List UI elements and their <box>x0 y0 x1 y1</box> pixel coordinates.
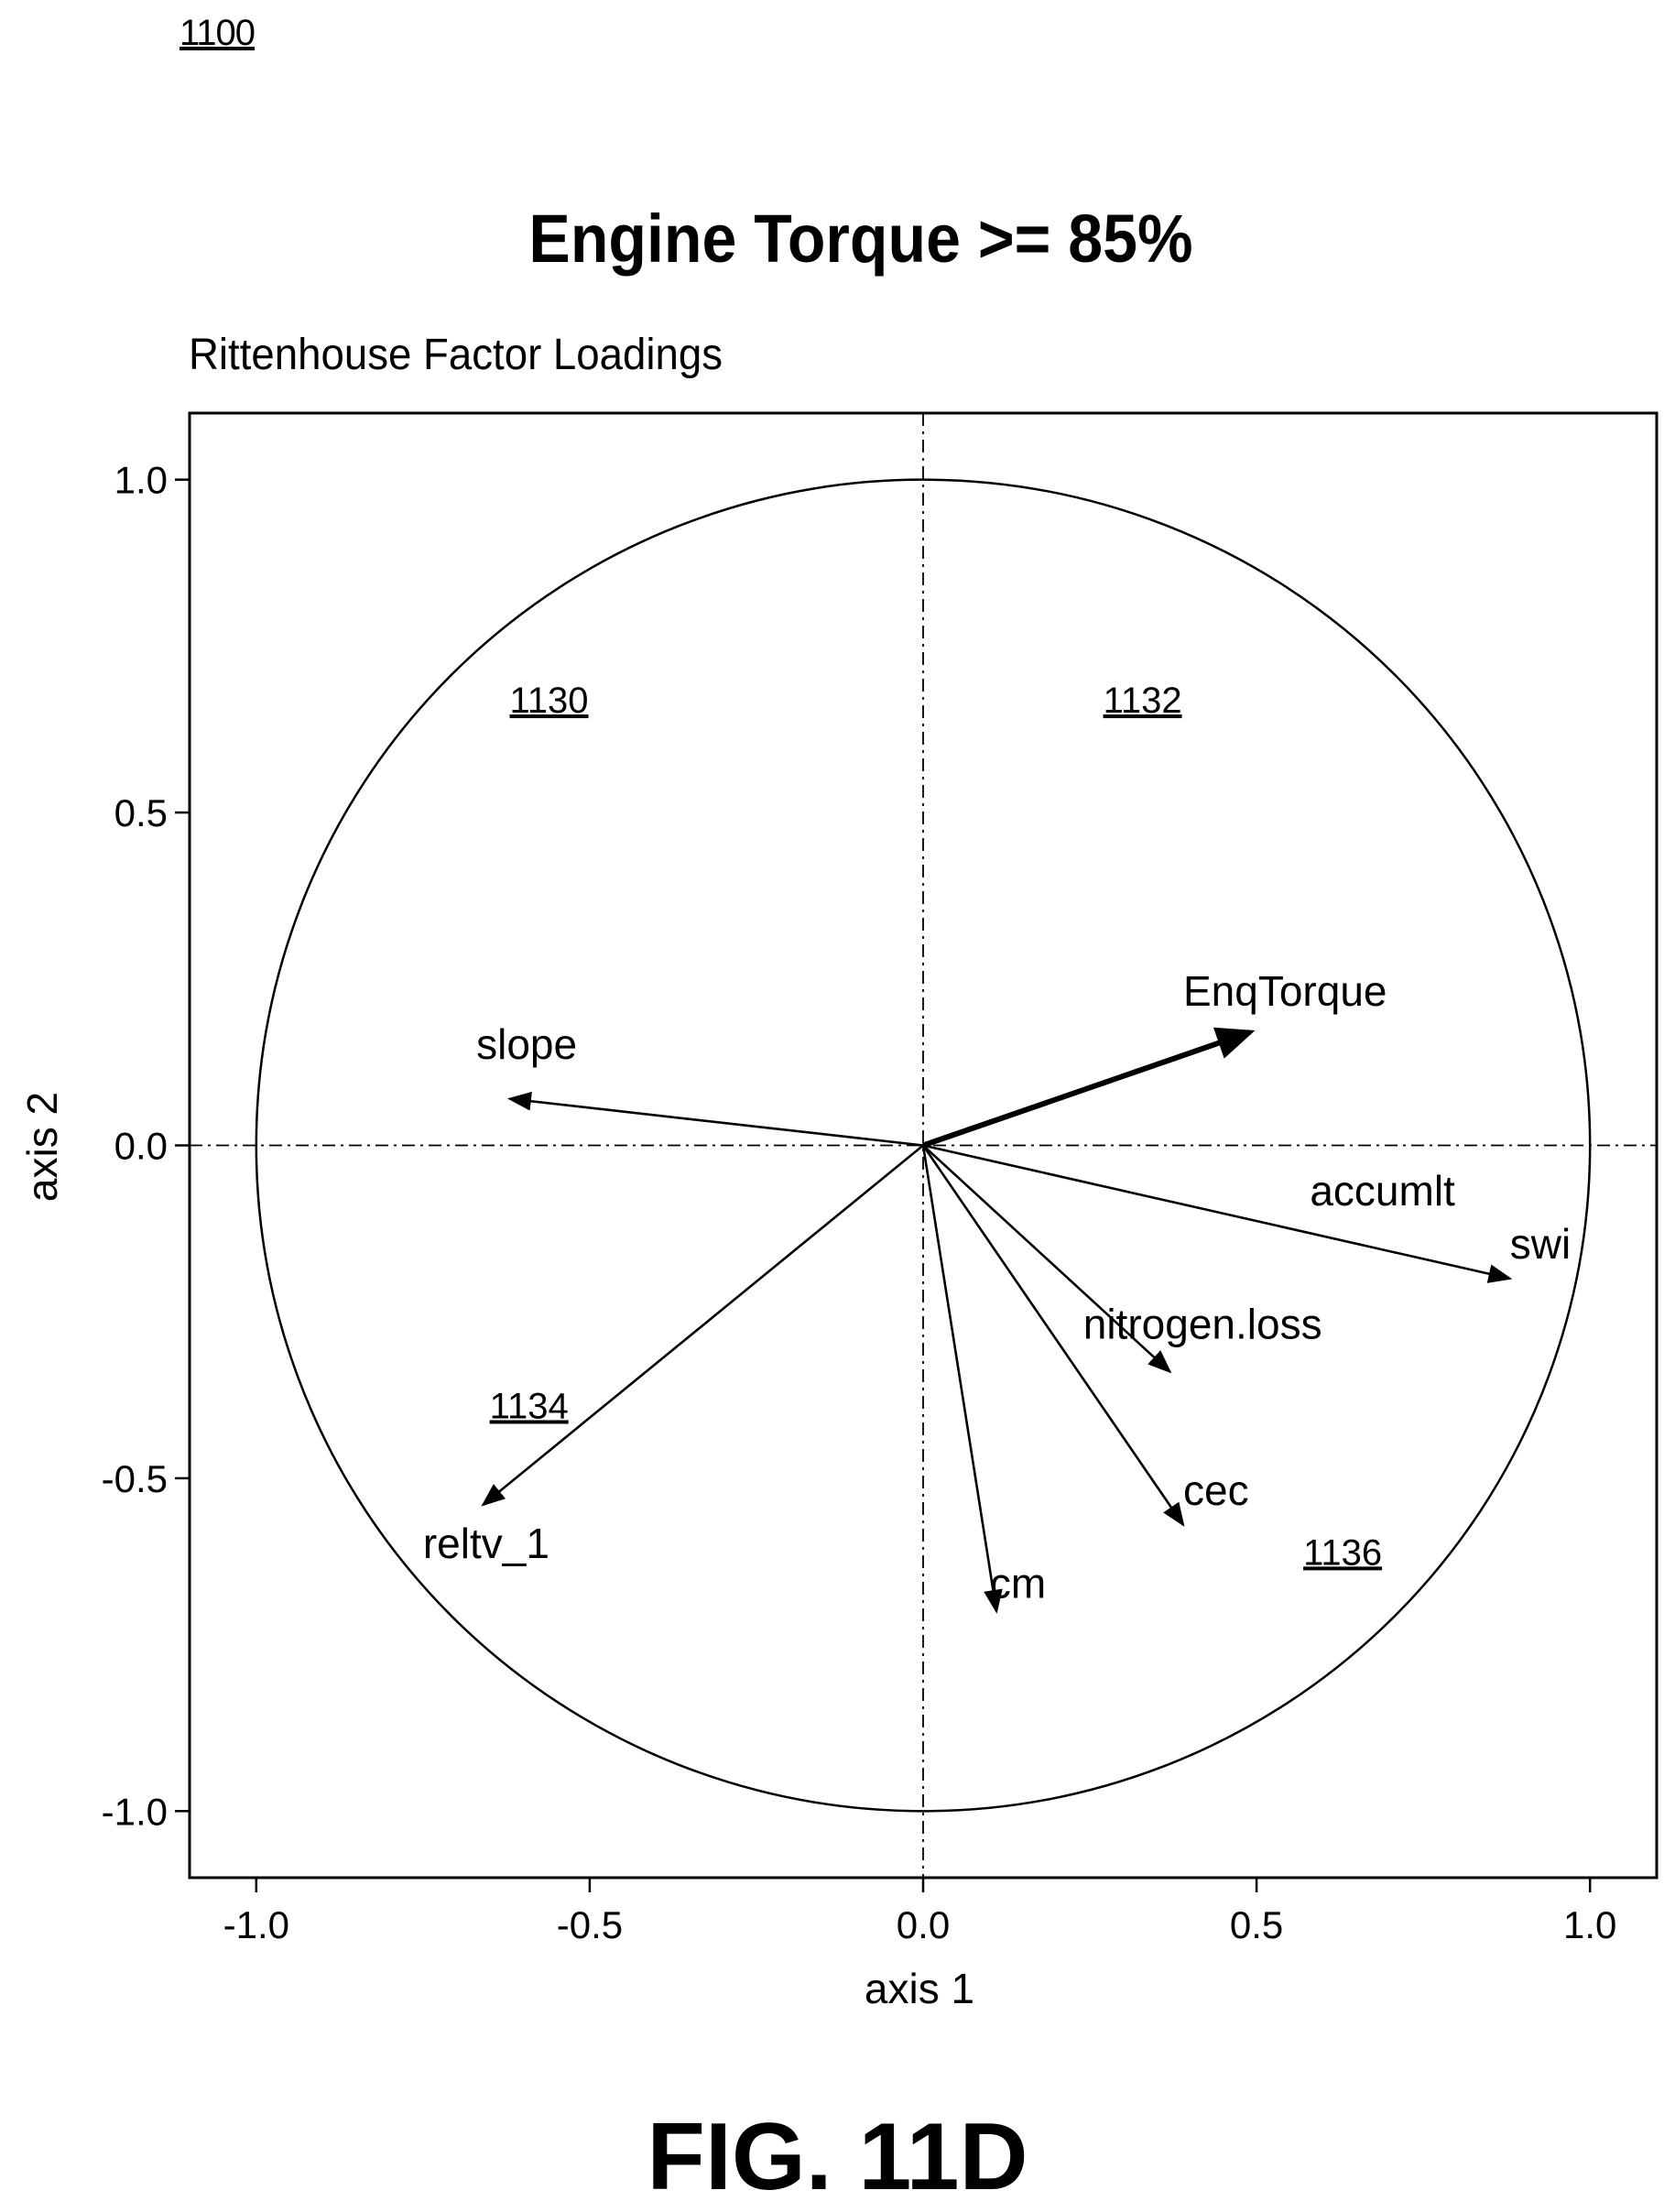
loadings-biplot: -1.0 -0.5 0.0 0.5 1.0 1.0 0.5 0.0 -0.5 -1.0 slop… <box>18 411 1659 2012</box>
x-tick-label: 0.5 <box>1230 1903 1283 1946</box>
x-tick-label: -1.0 <box>223 1903 289 1946</box>
x-tick-label: 1.0 <box>1563 1903 1616 1946</box>
vector-label: reltv_1 <box>423 1520 549 1567</box>
loading-vector-cm <box>921 1145 1003 1614</box>
x-axis-label: axis 1 <box>865 1965 974 2012</box>
loading-vector-reltv-1 <box>481 1144 924 1507</box>
chart-title: Engine Torque >= 85% <box>528 201 1193 277</box>
reference-numeral: 1136 <box>1303 1532 1382 1573</box>
y-tick-label: 1.0 <box>114 459 168 502</box>
x-tick-label: 0.0 <box>897 1903 950 1946</box>
vector-label: EnqTorque <box>1183 967 1387 1015</box>
vector-label: cm <box>990 1560 1046 1607</box>
chart-subtitle: Rittenhouse Factor Loadings <box>189 331 723 379</box>
vector-label: cec <box>1183 1466 1249 1514</box>
unit-circle <box>255 478 1592 1813</box>
y-tick-label: 0.0 <box>114 1125 168 1168</box>
loading-vector-enqtorque <box>922 1027 1256 1149</box>
x-tick-label: -0.5 <box>557 1903 623 1946</box>
loading-vector-cec <box>921 1144 1185 1527</box>
figure-reference-numeral: 1100 <box>179 13 256 53</box>
y-tick-label: -0.5 <box>102 1457 168 1500</box>
reference-numeral: 1134 <box>490 1386 569 1426</box>
loading-vector-slope <box>506 1091 924 1147</box>
vector-label: nitrogen.loss <box>1083 1300 1322 1347</box>
figure-label: FIG. 11D <box>647 2104 1028 2210</box>
loading-vector-accumlt <box>922 1144 1513 1283</box>
vector-label: swi <box>1510 1220 1571 1268</box>
reference-numeral: 1130 <box>510 681 589 721</box>
vector-label: accumlt <box>1310 1167 1455 1215</box>
vector-label: slope <box>476 1020 577 1068</box>
reference-numeral: 1132 <box>1104 681 1182 721</box>
y-axis-label: axis 2 <box>18 1092 66 1202</box>
y-tick-label: -1.0 <box>102 1790 168 1833</box>
loading-vector-nitrogen-loss <box>922 1144 1172 1374</box>
y-tick-label: 0.5 <box>114 791 168 834</box>
